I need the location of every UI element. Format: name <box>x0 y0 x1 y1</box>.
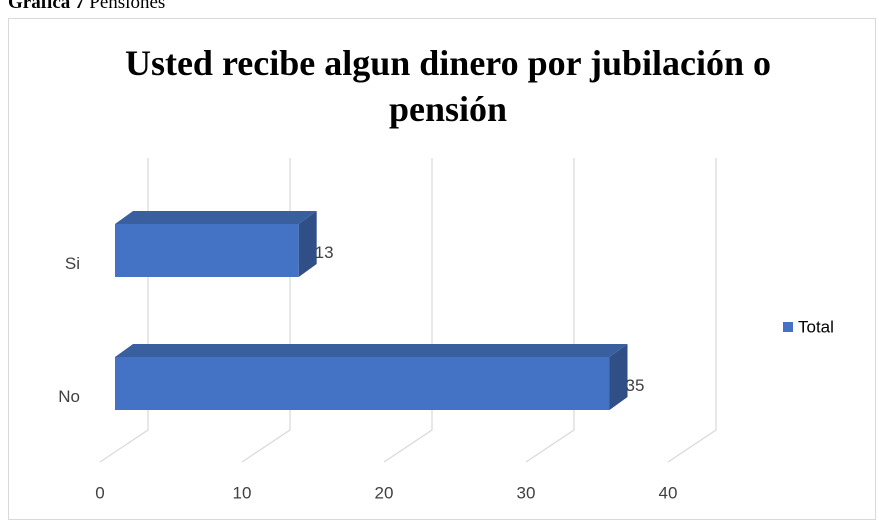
data-label: 13 <box>315 243 334 262</box>
chart-frame <box>8 18 876 520</box>
bar <box>115 224 299 277</box>
y-tick-label: No <box>58 387 80 406</box>
x-tick-label: 10 <box>233 483 252 502</box>
legend-swatch <box>783 322 793 332</box>
caption-label: Gráfica 7 <box>8 0 85 13</box>
bar-side <box>298 211 317 277</box>
grid-line <box>525 158 575 463</box>
bar-top <box>115 344 628 357</box>
y-tick-label: Si <box>65 254 80 273</box>
bar <box>115 357 610 410</box>
bar-side <box>609 344 628 410</box>
caption-text: Pensiones <box>89 0 166 13</box>
x-tick-label: 20 <box>375 483 394 502</box>
grid-line <box>241 158 291 463</box>
legend-label: Total <box>798 317 834 336</box>
x-tick-label: 40 <box>659 483 678 502</box>
bar-top <box>115 211 317 224</box>
chart-title: Usted recibe algun dinero por jubilación… <box>124 43 772 129</box>
data-label: 35 <box>626 376 645 395</box>
x-tick-label: 0 <box>95 483 104 502</box>
grid-line <box>667 158 717 463</box>
x-tick-label: 30 <box>517 483 536 502</box>
grid-line <box>99 158 149 463</box>
caption: Gráfica 7 Pensiones <box>8 0 165 14</box>
grid-line <box>383 158 433 463</box>
